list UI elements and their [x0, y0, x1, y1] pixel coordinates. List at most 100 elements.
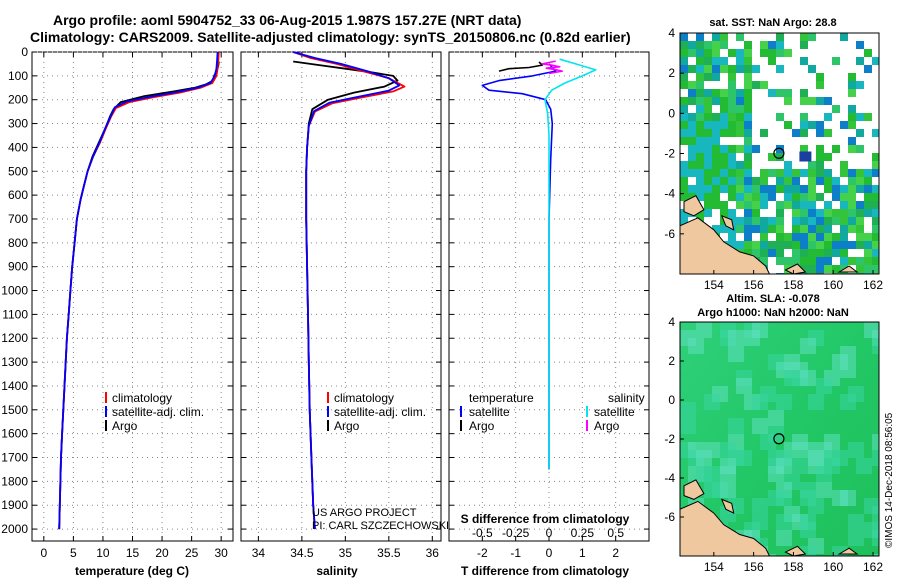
sst-cell: [808, 217, 816, 225]
sst-cell: [712, 97, 720, 105]
sst-cell: [840, 33, 848, 41]
sst-cell: [776, 41, 784, 49]
sst-cell: [824, 217, 832, 225]
legend-label-argo: Argo: [334, 419, 360, 433]
legend-label-s-satellite: satellite: [594, 405, 635, 419]
temperature-panel: 0100200300400500600700800900100011001200…: [1, 45, 234, 560]
sst-cell: [752, 209, 760, 217]
sst-cell: [760, 201, 768, 209]
sst-cell: [872, 257, 879, 265]
sst-cell: [784, 97, 792, 105]
x-tick-label: 15: [126, 546, 140, 560]
sst-map-title: sat. SST: NaN Argo: 28.8: [709, 17, 836, 29]
sst-cell: [856, 217, 864, 225]
legend-label-satellite: satellite-adj. clim.: [334, 405, 426, 419]
sst-cell: [720, 129, 728, 137]
sst-cell: [680, 41, 688, 49]
sla-cell: [872, 554, 879, 556]
map-y-tick-label: -2: [664, 432, 675, 446]
sst-cell: [824, 97, 832, 105]
sst-cell: [760, 217, 768, 225]
sst-cell: [832, 209, 840, 217]
sst-cell: [808, 257, 816, 265]
series-line-satellite-adj-clim-: [58, 51, 219, 530]
sla-cell: [728, 346, 744, 362]
sst-cell: [768, 169, 776, 177]
sst-cell: [800, 89, 808, 97]
sst-cell: [768, 193, 776, 201]
sst-cell: [680, 65, 688, 73]
sst-cell: [696, 145, 704, 153]
sst-cell: [832, 241, 840, 249]
sst-cell: [776, 177, 784, 185]
coastline: [680, 217, 771, 274]
y-tick-label: 700: [8, 212, 28, 226]
series-line-satellite-adj-clim-: [292, 51, 401, 530]
sst-cell: [848, 145, 856, 153]
figure-title-line2: Climatology: CARS2009. Satellite-adjuste…: [30, 29, 631, 45]
y-tick-label: 800: [8, 236, 28, 250]
sst-cell: [680, 209, 688, 217]
sst-cell: [712, 161, 720, 169]
sst-cell: [696, 161, 704, 169]
sst-cell: [744, 137, 752, 145]
sst-cell: [744, 97, 752, 105]
sla-cell: [808, 394, 824, 410]
sst-cell: [736, 113, 744, 121]
sst-cell: [712, 177, 720, 185]
sst-cell: [856, 81, 864, 89]
float-position-marker: [773, 433, 785, 445]
sst-cell: [696, 169, 704, 177]
sst-cell: [720, 201, 728, 209]
sst-cell: [856, 145, 864, 153]
sla-cell: [776, 514, 792, 530]
sst-cell: [864, 249, 872, 257]
sst-cell: [872, 129, 879, 137]
sst-cell: [784, 257, 792, 265]
sla-cell: [680, 418, 696, 434]
sst-cell: [824, 241, 832, 249]
legend-title-temperature: temperature: [469, 391, 534, 405]
sst-cell: [824, 177, 832, 185]
sst-cell: [824, 153, 832, 161]
sst-cell: [696, 129, 704, 137]
sst-cell: [728, 177, 736, 185]
sla-cell: [872, 450, 879, 466]
sst-cell: [864, 233, 872, 241]
sla-cell: [800, 546, 816, 556]
sst-cell: [776, 145, 784, 153]
sst-cell: [704, 145, 712, 153]
sst-cell: [752, 177, 760, 185]
sst-cell: [800, 265, 808, 273]
map-x-tick-label: 156: [744, 560, 764, 574]
sst-cell: [872, 241, 879, 249]
sla-cell: [816, 482, 832, 498]
sst-cell: [872, 209, 879, 217]
sst-cell: [816, 73, 824, 81]
sst-cell: [712, 41, 720, 49]
map-y-tick-label: 2: [668, 66, 675, 80]
sst-cell: [808, 161, 816, 169]
sst-cell: [680, 169, 688, 177]
sst-cell: [864, 201, 872, 209]
sst-cell: [712, 49, 720, 57]
sst-cell: [872, 265, 879, 273]
sst-cell: [688, 169, 696, 177]
sst-cell: [848, 193, 856, 201]
sst-cell: [720, 121, 728, 129]
sst-cell: [680, 193, 688, 201]
sst-cell: [712, 201, 720, 209]
sla-cell: [752, 498, 768, 514]
sst-cell: [800, 57, 808, 65]
sst-cell: [848, 81, 856, 89]
sst-cell: [704, 201, 712, 209]
sla-cell: [704, 394, 720, 410]
sst-cell: [688, 145, 696, 153]
sst-cell: [768, 185, 776, 193]
sst-cell: [840, 161, 848, 169]
sst-cell: [776, 201, 784, 209]
sst-cell: [776, 257, 784, 265]
sst-cell: [720, 161, 728, 169]
y-tick-label: 1400: [1, 379, 28, 393]
sst-cell: [744, 105, 752, 113]
